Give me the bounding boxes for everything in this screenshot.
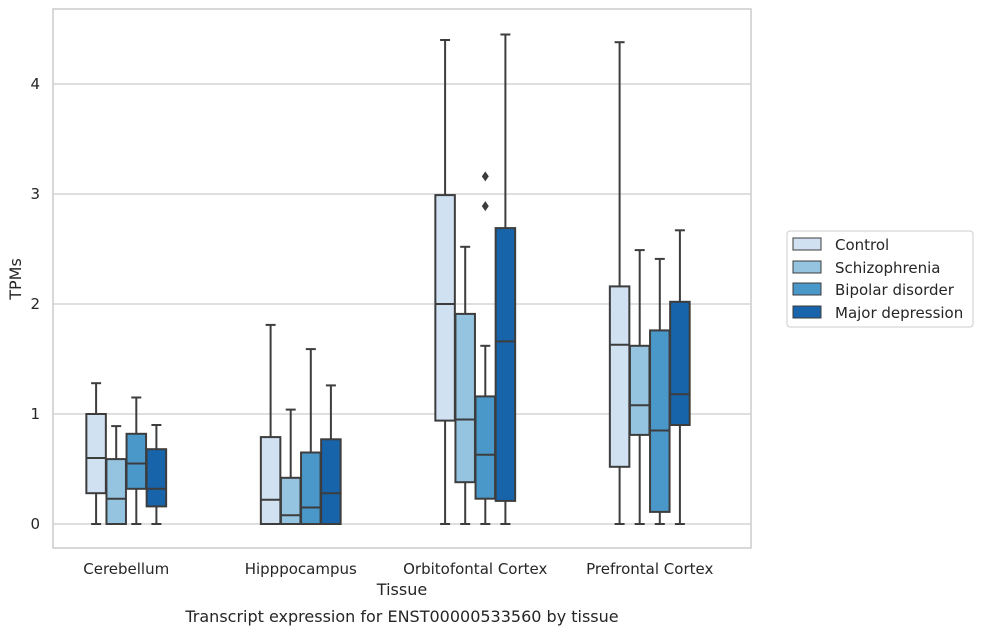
- legend-label-bipolar-disorder: Bipolar disorder: [835, 281, 955, 299]
- box-iqr: [454, 312, 476, 484]
- box: [145, 424, 168, 525]
- legend-swatch-schizophrenia: [792, 260, 822, 274]
- x-tick-label: Hipppocampus: [245, 560, 357, 578]
- box: [105, 425, 127, 526]
- box-iqr: [434, 194, 456, 422]
- y-tick-label: 0: [30, 515, 40, 533]
- box-series: [85, 33, 691, 526]
- legend-label-schizophrenia: Schizophrenia: [835, 259, 940, 277]
- x-tick-label: Prefrontal Cortex: [586, 560, 713, 578]
- legend-item-bipolar-disorder: Bipolar disorder: [792, 281, 955, 299]
- box-iqr: [85, 413, 107, 495]
- x-tick-labels: Cerebellum Hipppocampus Orbitofontal Corte…: [83, 560, 713, 578]
- box: [320, 384, 342, 525]
- box-iqr: [320, 438, 342, 525]
- box-iqr: [474, 395, 497, 500]
- y-axis-label: TPMs: [6, 258, 25, 301]
- x-tick-label: Cerebellum: [83, 560, 169, 578]
- box-iqr: [300, 451, 322, 525]
- box-iqr: [105, 458, 127, 526]
- box: [279, 408, 302, 525]
- legend-label-control: Control: [835, 236, 889, 254]
- y-tick-labels: 0 1 2 3 4: [30, 75, 40, 533]
- legend-item-major-depression: Major depression: [792, 304, 963, 322]
- legend-item-schizophrenia: Schizophrenia: [792, 259, 940, 277]
- y-tick-label: 1: [30, 405, 40, 423]
- grid-lines: [53, 83, 751, 525]
- box-iqr: [279, 476, 302, 525]
- box-iqr: [145, 448, 168, 508]
- outlier-point: [481, 171, 489, 182]
- box-iqr: [649, 329, 671, 513]
- box-iqr: [608, 285, 631, 468]
- box-iqr: [494, 227, 517, 502]
- legend-swatch-bipolar-disorder: [792, 282, 822, 296]
- box: [85, 382, 107, 525]
- series-major-depression: [145, 33, 691, 525]
- box-iqr: [628, 344, 651, 436]
- legend: Control Schizophrenia Bipolar disorder M…: [786, 230, 974, 328]
- x-tick-label: Orbitofontal Cortex: [403, 560, 547, 578]
- outlier-point: [481, 201, 489, 212]
- y-tick-label: 2: [30, 295, 40, 313]
- legend-swatch-control: [792, 237, 822, 251]
- y-tick-label: 4: [30, 75, 40, 93]
- legend-item-control: Control: [792, 236, 889, 254]
- box: [669, 229, 691, 525]
- x-axis-label: Tissue: [376, 580, 427, 599]
- legend-swatch-major-depression: [792, 305, 822, 319]
- box-iqr: [125, 432, 148, 490]
- legend-label-major-depression: Major depression: [835, 304, 963, 322]
- box: [434, 39, 456, 525]
- box: [454, 245, 476, 525]
- series-schizophrenia: [105, 245, 651, 526]
- figure-caption: Transcript expression for ENST0000053356…: [184, 607, 618, 626]
- y-tick-label: 3: [30, 185, 40, 203]
- legend-frame: [786, 230, 974, 328]
- box-iqr: [669, 300, 691, 426]
- plot-frame: [52, 8, 752, 549]
- box: [494, 33, 517, 525]
- box-iqr: [259, 436, 282, 526]
